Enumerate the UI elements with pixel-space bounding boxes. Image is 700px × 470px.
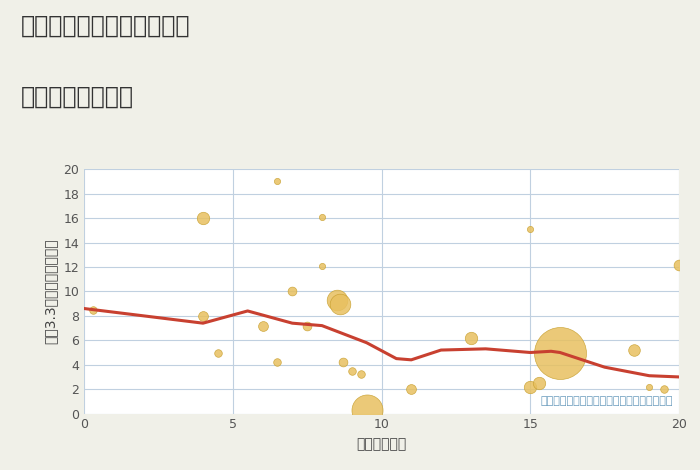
Point xyxy=(355,371,366,378)
Point xyxy=(533,379,545,387)
Point xyxy=(88,306,99,313)
Point xyxy=(554,349,566,356)
Point xyxy=(257,322,268,329)
Point xyxy=(361,406,372,414)
Point xyxy=(316,213,328,220)
Point xyxy=(287,288,298,295)
Text: 円の大きさは、取引のあった物件面積を示す: 円の大きさは、取引のあった物件面積を示す xyxy=(540,396,673,406)
Point xyxy=(331,296,342,304)
Point xyxy=(197,214,209,222)
Point xyxy=(465,334,476,342)
Y-axis label: 坪（3.3㎡）単価（万円）: 坪（3.3㎡）単価（万円） xyxy=(43,239,57,344)
Point xyxy=(629,346,640,354)
Point xyxy=(406,385,417,393)
Point xyxy=(644,383,655,391)
Point xyxy=(272,359,283,366)
Point xyxy=(673,261,685,268)
Point xyxy=(659,385,670,393)
Point xyxy=(525,383,536,391)
Point xyxy=(337,359,349,366)
Point xyxy=(197,312,209,320)
Point xyxy=(302,322,313,329)
Point xyxy=(335,300,346,307)
X-axis label: 駅距離（分）: 駅距離（分） xyxy=(356,437,407,451)
Point xyxy=(212,349,223,356)
Point xyxy=(316,262,328,269)
Text: 駅距離別土地価格: 駅距離別土地価格 xyxy=(21,85,134,109)
Point xyxy=(525,225,536,233)
Point xyxy=(272,178,283,185)
Text: 三重県伊賀市上野徳居町の: 三重県伊賀市上野徳居町の xyxy=(21,14,190,38)
Point xyxy=(346,367,357,375)
